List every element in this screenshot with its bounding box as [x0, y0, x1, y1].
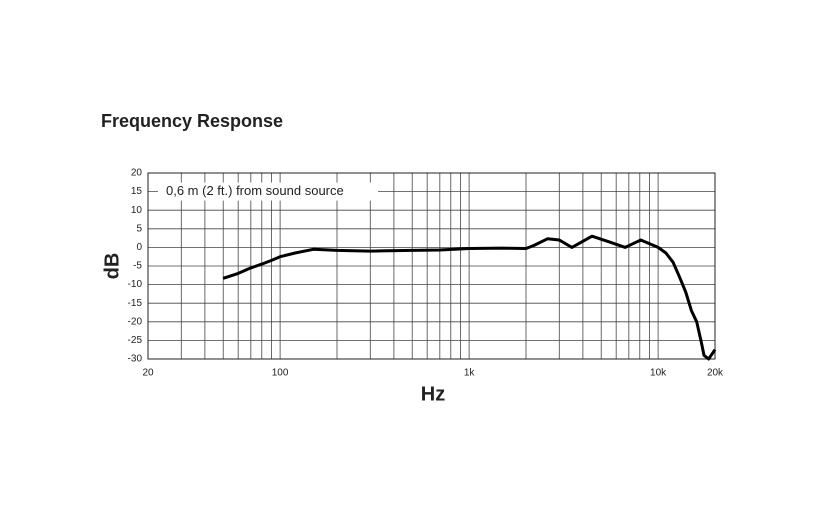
y-tick-label: -10: [128, 279, 143, 290]
x-tick-label: 20: [142, 368, 154, 379]
y-tick-label: -20: [128, 316, 143, 327]
x-tick-label: 20k: [707, 368, 724, 379]
y-tick-label: 5: [136, 223, 142, 234]
y-tick-label: -5: [133, 261, 142, 272]
x-axis-label: Hz: [421, 383, 445, 405]
y-tick-label: -25: [128, 335, 143, 346]
y-tick-label: 20: [131, 168, 143, 179]
chart-title: Frequency Response: [101, 111, 283, 131]
annotation-background: [158, 182, 378, 201]
y-axis-label: dB: [101, 253, 123, 280]
x-tick-label: 100: [272, 368, 289, 379]
y-tick-label: -15: [128, 298, 143, 309]
response-line: [222, 234, 717, 361]
y-tick-label: -30: [128, 354, 143, 365]
x-tick-label: 1k: [464, 368, 476, 379]
y-tick-label: 0: [136, 242, 142, 253]
y-tick-label: 10: [131, 205, 143, 216]
annotation: 0,6 m (2 ft.) from sound source: [166, 183, 344, 198]
plot-border: [147, 172, 716, 360]
x-tick-label: 10k: [650, 368, 667, 379]
y-tick-label: 15: [131, 186, 143, 197]
